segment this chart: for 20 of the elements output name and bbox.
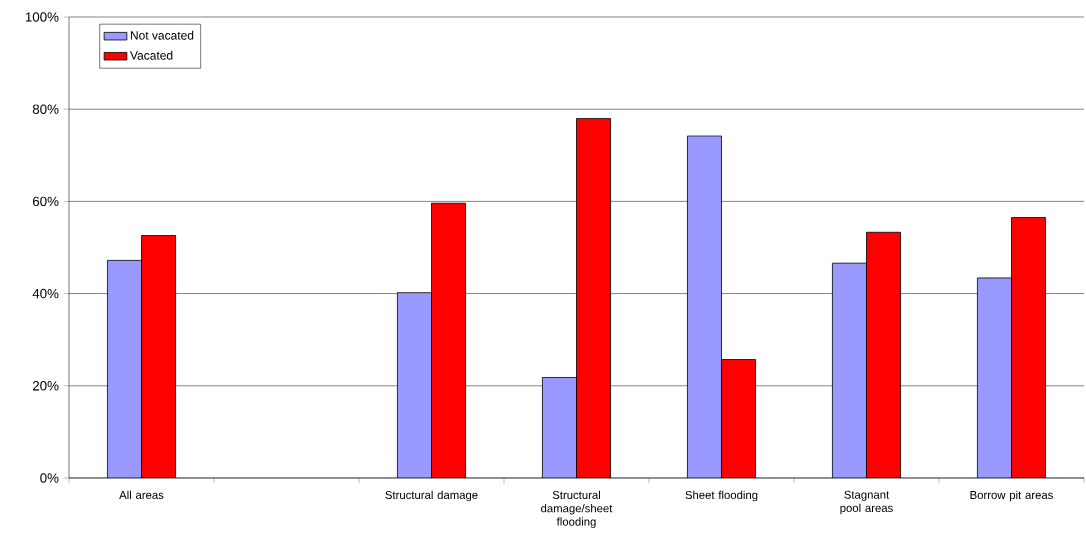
y-tick-label: 40% [32,288,59,299]
x-tick-label: Structural damage [385,490,478,502]
bar [542,377,577,478]
legend-label: Not vacated [130,30,194,40]
y-tick-label: 20% [32,381,59,391]
x-tick-label: All areas [119,490,164,500]
x-tick-label: Structural damage/sheet flooding [541,490,613,528]
y-tick-label: 100% [25,12,59,22]
y-tick-label: 80% [32,104,59,114]
bar [832,262,867,478]
x-tick-label: Sheet flooding [685,490,758,502]
legend-label: Vacated [130,50,173,60]
bar [687,135,722,478]
y-tick-label: 0% [40,473,59,483]
y-tick-label: 60% [32,196,59,207]
bar [397,292,432,478]
bar [107,259,142,478]
x-tick-label: Borrow pit areas [970,490,1053,502]
bar [977,277,1012,478]
x-tick-label: Stagnant pool areas [840,490,893,515]
